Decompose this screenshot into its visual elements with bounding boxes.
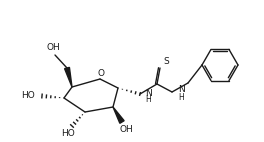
Polygon shape <box>65 67 72 87</box>
Text: N: N <box>145 88 152 98</box>
Text: OH: OH <box>46 43 60 53</box>
Text: HO: HO <box>61 129 75 137</box>
Text: OH: OH <box>119 125 133 133</box>
Text: O: O <box>97 68 105 78</box>
Text: HO: HO <box>21 90 35 100</box>
Text: N: N <box>178 85 185 94</box>
Text: H: H <box>178 92 184 102</box>
Polygon shape <box>113 107 124 123</box>
Text: S: S <box>163 57 169 65</box>
Text: H: H <box>145 94 151 104</box>
